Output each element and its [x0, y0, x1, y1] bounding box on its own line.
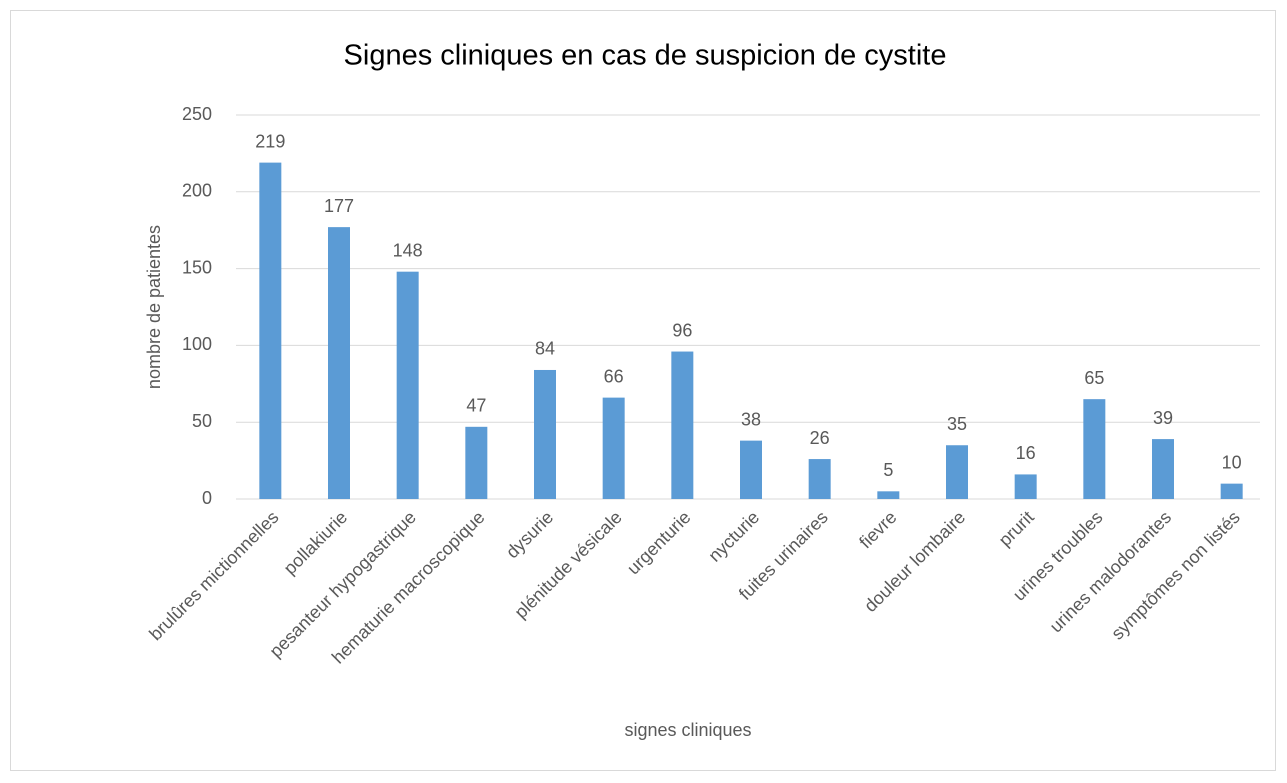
bar	[877, 491, 900, 499]
bar	[328, 227, 350, 500]
y-axis-title: nombre de patientes	[144, 225, 164, 389]
y-tick-label: 50	[192, 411, 212, 431]
value-label: 16	[1016, 443, 1036, 463]
value-label: 66	[604, 366, 624, 386]
bar	[602, 397, 625, 499]
bar	[534, 369, 556, 499]
bar	[396, 271, 419, 499]
bar	[946, 445, 968, 499]
bar	[808, 459, 831, 499]
value-label: 47	[466, 396, 486, 416]
value-label: 39	[1153, 408, 1173, 428]
value-label: 96	[672, 320, 692, 340]
bar	[1220, 483, 1243, 499]
chart-border	[10, 10, 1276, 771]
value-label: 65	[1084, 368, 1104, 388]
value-label: 84	[535, 339, 555, 359]
value-label: 38	[741, 409, 761, 429]
bar	[465, 426, 488, 499]
chart-title: Signes cliniques en cas de suspicion de …	[344, 40, 947, 72]
y-tick-label: 100	[182, 334, 212, 354]
bar	[259, 162, 282, 499]
y-tick-label: 150	[182, 257, 212, 277]
value-label: 5	[883, 460, 893, 480]
value-label: 26	[810, 428, 830, 448]
bar	[1083, 399, 1106, 499]
value-label: 177	[324, 196, 354, 216]
y-tick-label: 200	[182, 181, 212, 201]
value-label: 35	[947, 414, 967, 434]
value-label: 148	[393, 240, 423, 260]
value-label: 219	[255, 131, 285, 151]
bar	[740, 440, 762, 499]
bar	[671, 351, 694, 499]
bar	[1014, 474, 1037, 499]
value-label: 10	[1222, 452, 1242, 472]
x-axis-title: signes cliniques	[624, 720, 751, 740]
y-tick-label: 250	[182, 104, 212, 124]
bar	[1152, 439, 1174, 499]
y-tick-label: 0	[202, 488, 212, 508]
